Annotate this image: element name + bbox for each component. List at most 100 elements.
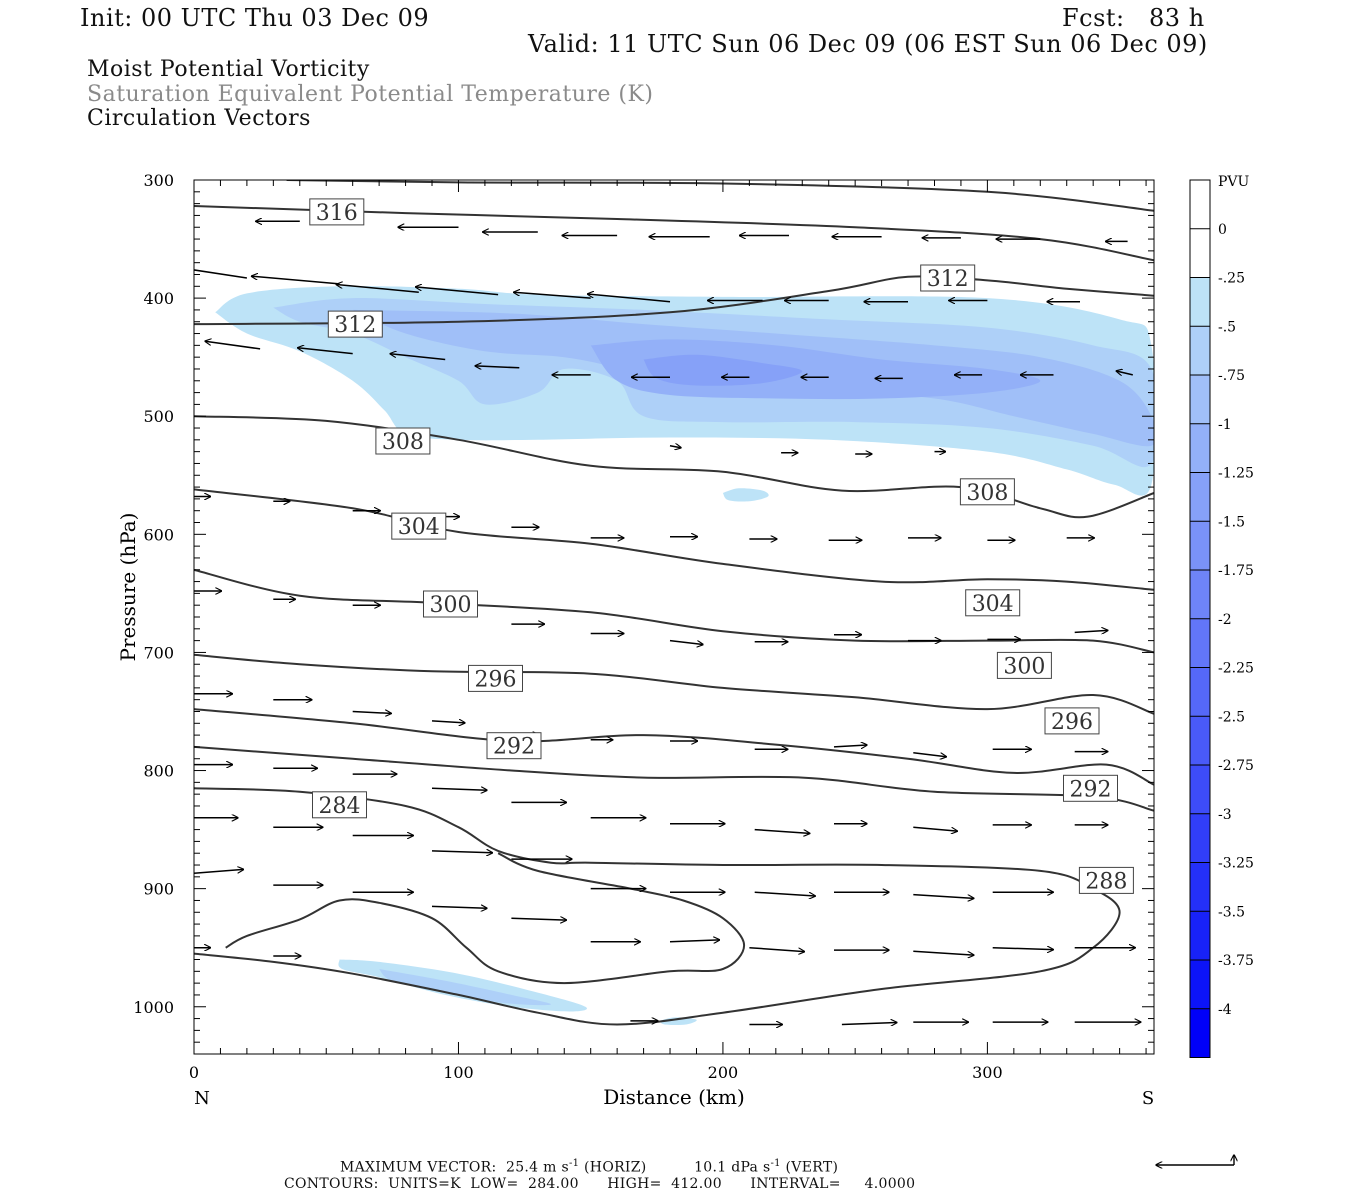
vert-tag: (VERT) [785, 1159, 839, 1176]
vector-24 [390, 354, 446, 361]
contour-labels: 316 312 312 308 308 304 304 300 300 296 296 292 292 2… [309, 198, 1134, 894]
colorbar-swatch-13 [1190, 813, 1210, 863]
contour-label-3: 308 [382, 430, 424, 455]
contour-label-box-7 [423, 590, 478, 618]
colorbar-swatch-9 [1190, 618, 1210, 668]
y-tick-label-6: 900 [143, 880, 174, 899]
contour-label-10: 296 [1051, 710, 1093, 735]
colorbar-swatch-7 [1190, 521, 1210, 570]
contour-label-8: 300 [1003, 654, 1045, 679]
colorbar-swatch-12 [1190, 765, 1210, 814]
vert-exponent: -1 [770, 1158, 781, 1169]
colorbar-unit: PVU [1218, 174, 1250, 190]
vector-15 [514, 292, 591, 299]
pv-region-7 [379, 969, 552, 1006]
colorbar: PVU 0 -.25 -.5 -.75 -1 -1.25 -1.5 -1.75 -2 -2.25 -2… [1189, 174, 1254, 1058]
theta-contour-5 [194, 568, 1154, 654]
contour-label-box-9 [468, 664, 523, 692]
colorbar-label-2: -.5 [1218, 319, 1236, 335]
y-tick-label-3: 600 [143, 525, 174, 544]
vector-70 [833, 745, 867, 747]
contour-label-4: 308 [966, 481, 1008, 506]
contour-label-box-2 [920, 264, 976, 292]
contour-label-5: 304 [398, 515, 440, 540]
pv-shading [215, 286, 1154, 1026]
theta-contour-6 [194, 653, 1154, 715]
contour-label-box-5 [391, 512, 447, 540]
colorbar-swatch-1 [1190, 228, 1210, 278]
theta-contour-8 [194, 745, 1154, 812]
horiz-tag: (HORIZ) [584, 1159, 647, 1176]
colorbar-swatch-6 [1190, 472, 1210, 522]
colorbar-label-5: -1.25 [1218, 466, 1254, 482]
contour-label-7: 300 [430, 593, 472, 618]
vector-108 [913, 950, 974, 955]
contour-info: CONTOURS: UNITS=K LOW= 284.00 HIGH= 412.… [284, 1176, 916, 1192]
colorbar-label-6: -1.5 [1218, 514, 1245, 530]
colorbar-swatch-5 [1190, 423, 1210, 473]
y-tick-label-0: 300 [143, 171, 174, 190]
vector-106 [749, 946, 804, 952]
y-tick-label-5: 800 [143, 762, 174, 781]
vector-81 [754, 828, 810, 834]
vector-109 [992, 948, 1053, 950]
colorbar-swatch-8 [1190, 570, 1210, 619]
colorbar-swatch-11 [1190, 716, 1210, 765]
colorbar-swatch-2 [1190, 277, 1210, 327]
colorbar-swatch-14 [1190, 862, 1210, 912]
theta-contour-4 [194, 488, 1154, 591]
forecast-hour: Fcst: 83 h [1062, 4, 1205, 32]
vector-22 [205, 341, 261, 350]
contour-label-6: 304 [972, 592, 1014, 617]
y-tick-label-4: 700 [143, 643, 174, 662]
vector-105 [669, 940, 720, 942]
vector-61 [1074, 630, 1108, 632]
x-tick-label-0: 0 [189, 1063, 199, 1082]
colorbar-label-1: -.25 [1218, 271, 1245, 287]
vector-77 [431, 788, 487, 790]
contour-label-2: 312 [927, 267, 969, 292]
colorbar-swatch-4 [1190, 375, 1210, 424]
horiz-max-value: 25.4 m s [506, 1159, 569, 1176]
vector-83 [913, 826, 957, 831]
colorbar-label-3: -.75 [1218, 368, 1245, 384]
x-end-label-north: N [194, 1088, 210, 1109]
theta-contour-7 [194, 708, 1154, 786]
y-tick-label-7: 1000 [133, 998, 174, 1017]
colorbar-label-15: -3.75 [1218, 953, 1254, 969]
field-title-theta-es: Saturation Equivalent Potential Temperat… [87, 82, 654, 107]
vector-16 [588, 294, 671, 303]
contour-label-0: 316 [316, 201, 358, 226]
colorbar-label-12: -3 [1218, 807, 1232, 823]
axes: 300 400 500 600 700 800 900 1000 0 100 200 300 N S Dis… [116, 171, 1154, 1109]
contour-label-13: 284 [319, 794, 361, 819]
vector-89 [431, 851, 493, 853]
vector-113 [841, 1023, 897, 1025]
vector-25 [475, 366, 520, 368]
colorbar-swatch-10 [1190, 667, 1210, 717]
y-tick-label-2: 500 [143, 407, 174, 426]
contour-label-box-6 [965, 589, 1021, 617]
contour-label-box-0 [309, 198, 365, 226]
field-title-vectors: Circulation Vectors [87, 106, 311, 131]
contour-label-box-3 [375, 427, 431, 455]
colorbar-swatch-17 [1190, 1008, 1210, 1058]
horiz-exponent: -1 [568, 1158, 580, 1169]
colorbar-label-14: -3.5 [1218, 904, 1245, 920]
init-time: Init: 00 UTC Thu 03 Dec 09 [80, 4, 430, 32]
contour-label-12: 292 [1070, 777, 1112, 802]
contour-label-box-1 [327, 310, 383, 338]
colorbar-label-9: -2.25 [1218, 661, 1254, 677]
x-axis-label: Distance (km) [603, 1085, 745, 1109]
theta-contour-2 [194, 275, 1154, 326]
contour-label-box-10 [1044, 707, 1100, 735]
vector-94 [431, 906, 487, 908]
max-vector-line: MAXIMUM VECTOR: 25.4 m s-1 (HORIZ) 10.1 … [340, 1158, 838, 1176]
vector-33 [1116, 371, 1133, 375]
contour-label-box-12 [1063, 774, 1118, 802]
contour-label-11: 292 [493, 735, 535, 760]
vector-11 [194, 269, 248, 279]
contour-label-box-11 [486, 732, 542, 760]
vector-71 [913, 752, 946, 757]
